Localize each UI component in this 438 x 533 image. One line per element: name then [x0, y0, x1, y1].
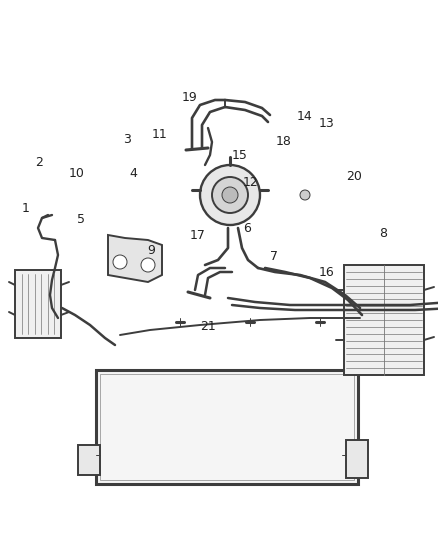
Polygon shape: [96, 370, 358, 484]
Circle shape: [212, 177, 248, 213]
Bar: [346, 440, 368, 478]
Text: 19: 19: [181, 91, 197, 103]
Circle shape: [300, 190, 310, 200]
Bar: [15, 270, 61, 338]
Circle shape: [113, 255, 127, 269]
Text: 9: 9: [147, 244, 155, 257]
Text: 7: 7: [270, 251, 278, 263]
Text: 5: 5: [77, 213, 85, 226]
Text: 14: 14: [297, 110, 312, 123]
Text: 20: 20: [346, 171, 362, 183]
Text: 18: 18: [276, 135, 292, 148]
Polygon shape: [100, 374, 354, 480]
Text: 2: 2: [35, 156, 43, 169]
Circle shape: [200, 165, 260, 225]
Text: 3: 3: [123, 133, 131, 146]
Bar: [78, 445, 100, 475]
Text: 8: 8: [379, 227, 387, 240]
Text: 10: 10: [69, 167, 85, 180]
Circle shape: [141, 258, 155, 272]
Text: 21: 21: [200, 320, 216, 333]
Text: 6: 6: [244, 222, 251, 235]
Circle shape: [222, 187, 238, 203]
Polygon shape: [108, 235, 162, 282]
Text: 1: 1: [21, 203, 29, 215]
Text: 16: 16: [318, 266, 334, 279]
Bar: [344, 265, 424, 375]
Text: 4: 4: [130, 167, 138, 180]
Text: 11: 11: [152, 128, 168, 141]
Text: 15: 15: [232, 149, 248, 162]
Text: 12: 12: [243, 176, 258, 189]
Text: 13: 13: [318, 117, 334, 130]
Text: 17: 17: [190, 229, 206, 242]
